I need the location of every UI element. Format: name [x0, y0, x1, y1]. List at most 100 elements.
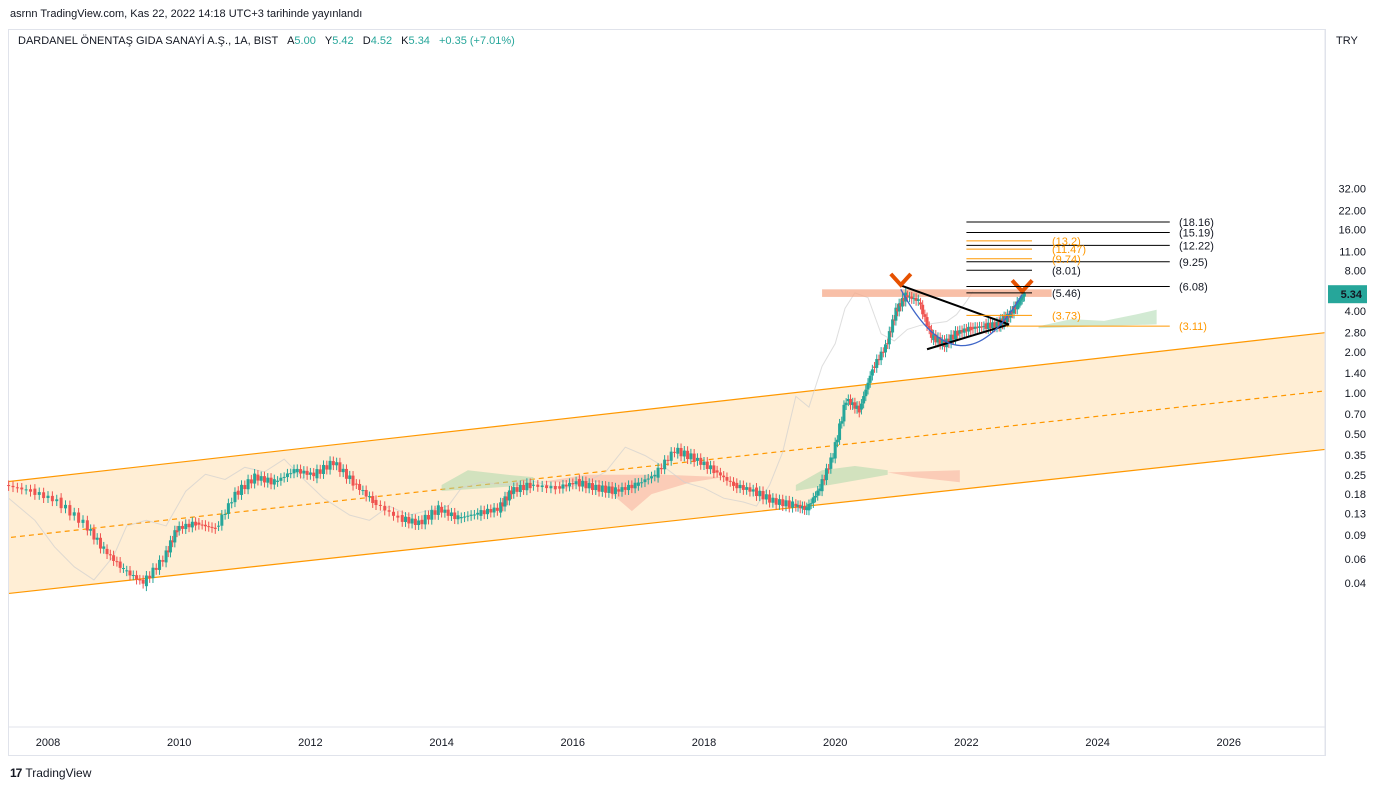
candle-body: [131, 575, 135, 577]
candle-body: [436, 505, 440, 515]
candle-body: [894, 307, 898, 321]
candle-body: [236, 490, 240, 495]
x-tick-label: 2026: [1217, 737, 1241, 749]
candle-body: [584, 481, 588, 489]
candle-body: [686, 450, 690, 460]
fib-orange-label: (3.73): [1052, 310, 1081, 322]
candle-body: [243, 485, 247, 490]
candle-body: [168, 540, 172, 553]
candle-body: [682, 450, 686, 457]
low-label: D: [362, 35, 371, 47]
candle-body: [908, 296, 912, 298]
candle-body: [561, 484, 565, 489]
candle-body: [754, 487, 758, 497]
x-tick-label: 2008: [36, 737, 60, 749]
candle-body: [984, 323, 988, 329]
candle-body: [784, 500, 788, 507]
cloud-green-2023: [1038, 309, 1157, 329]
candle-body: [426, 515, 430, 520]
candle-body: [728, 480, 732, 482]
candle-body: [341, 468, 345, 473]
candle-body: [164, 550, 168, 563]
candle-body: [289, 473, 293, 475]
candle-body: [180, 525, 184, 529]
channel-fill: [9, 332, 1325, 594]
x-tick-label: 2020: [823, 737, 847, 749]
candle-body: [197, 522, 201, 525]
candle-body: [433, 510, 437, 515]
cloud-red-2021: [887, 470, 960, 483]
candle-body: [72, 512, 76, 516]
candle-body: [449, 512, 453, 517]
candle-body: [732, 481, 736, 486]
candle-body: [184, 523, 188, 530]
candle-body: [540, 485, 544, 488]
candle-body: [322, 464, 326, 474]
candle-body: [37, 492, 41, 495]
candle-body: [15, 487, 19, 489]
candle-body: [325, 465, 329, 470]
candle-body: [897, 303, 901, 312]
y-tick-label: 0.13: [1345, 508, 1366, 520]
candle-body: [1021, 296, 1025, 298]
candle-body: [923, 314, 927, 317]
symbol-name: DARDANEL ÖNENTAŞ GIDA SANAYİ A.Ş., 1A, B…: [18, 35, 279, 47]
candle-body: [816, 490, 820, 496]
candle-body: [456, 515, 460, 520]
candle-body: [383, 505, 387, 511]
candle-body: [505, 496, 509, 501]
candle-body: [844, 402, 848, 406]
channel-lower-line: [9, 448, 1325, 595]
y-tick-label: 2.00: [1345, 347, 1366, 359]
candle-body: [999, 318, 1003, 327]
candle-body: [833, 442, 837, 459]
candle-body: [607, 486, 611, 493]
candle-body: [331, 461, 335, 466]
candle-body: [200, 524, 204, 526]
candle-body: [55, 499, 59, 502]
candle-body: [207, 526, 211, 528]
candle-body: [558, 486, 562, 489]
candle-body: [118, 561, 122, 568]
candle-body: [522, 484, 526, 491]
candle-body: [7, 485, 11, 487]
candle-body: [501, 502, 505, 507]
candle-body: [814, 495, 818, 498]
candle-body: [838, 423, 842, 440]
open-value: 5.00: [294, 35, 316, 47]
candle-body: [663, 459, 667, 470]
candle-body: [962, 328, 966, 333]
candle-body: [115, 561, 119, 563]
candle-body: [892, 319, 896, 321]
candle-body: [1007, 315, 1011, 318]
candle-body: [669, 451, 673, 461]
candle-body: [105, 548, 109, 555]
y-tick-label: 0.18: [1345, 489, 1366, 501]
candle-body: [568, 482, 572, 487]
candle-body: [846, 398, 850, 402]
candle-body: [809, 503, 813, 505]
triangle-upper-line: [900, 284, 1010, 326]
candle-body: [531, 484, 535, 486]
candle-body: [361, 490, 365, 492]
candle-body: [986, 322, 990, 329]
candle-body: [85, 520, 89, 531]
candle-body: [253, 473, 257, 484]
tradingview-logo[interactable]: 17 TradingView: [10, 766, 91, 780]
candle-body: [89, 528, 93, 531]
candle-body: [50, 495, 54, 502]
candle-body: [751, 489, 755, 492]
candle-body: [630, 484, 634, 489]
candle-body: [1020, 297, 1024, 300]
candle-body: [900, 297, 904, 307]
candle-body: [233, 491, 237, 503]
candle-body: [272, 479, 276, 485]
candle-body: [705, 461, 709, 469]
candle-body: [154, 567, 158, 570]
candle-body: [862, 396, 866, 404]
candle-body: [499, 502, 503, 513]
candle-body: [932, 334, 936, 341]
candle-body: [463, 516, 467, 518]
channel-upper-line: [9, 332, 1325, 483]
